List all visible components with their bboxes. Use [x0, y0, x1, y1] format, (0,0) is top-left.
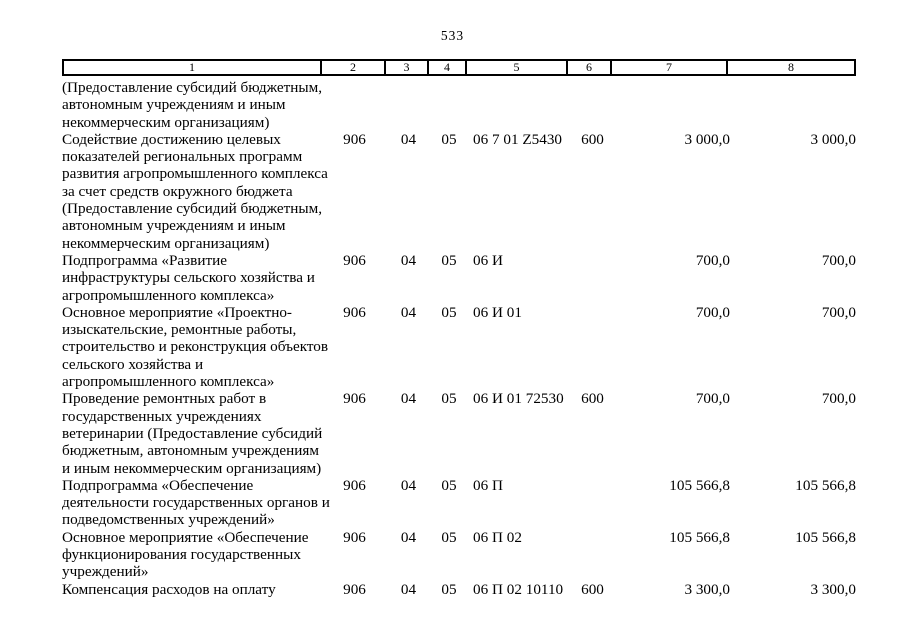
table-row: Подпрограмма «Развитие инфраструктуры се… — [62, 252, 856, 304]
column-header-7: 7 — [612, 61, 728, 74]
cell-expense-type-code: 600 — [581, 580, 604, 598]
cell-target-article-code: 06 П — [473, 476, 503, 494]
cell-expense-type-code — [570, 529, 615, 581]
cell-subsection-code: 05 — [441, 476, 457, 494]
cell-section-code: 04 — [400, 580, 417, 598]
cell-amount-2: 700,0 — [821, 390, 856, 408]
cell-section-code: 04 — [400, 303, 417, 321]
cell-target-article-code: 06 П 02 — [473, 528, 522, 546]
cell-amount-2: 3 000,0 — [810, 130, 856, 148]
cell-target-article-code — [468, 79, 570, 131]
cell-subsection-code: 05 — [441, 580, 457, 598]
cell-name: Подпрограмма «Развитие инфраструктуры се… — [62, 251, 315, 304]
cell-expense-type-code — [570, 79, 615, 131]
cell-target-article-code: 06 И 01 72530 — [473, 390, 564, 408]
cell-amount-1: 700,0 — [695, 303, 730, 321]
table-row: Основное мероприятие «Обеспечение функци… — [62, 529, 856, 581]
cell-subsection-code: 05 — [441, 390, 457, 408]
cell-expense-type-code — [570, 477, 615, 529]
cell-amount-1: 700,0 — [695, 251, 730, 269]
cell-amount-2: 700,0 — [821, 251, 856, 269]
cell-target-article-code: 06 И — [473, 251, 503, 269]
cell-subsection-code: 05 — [441, 303, 457, 321]
cell-amount-1: 700,0 — [695, 390, 730, 408]
cell-subsection-code — [430, 79, 468, 131]
cell-amount-1: 105 566,8 — [669, 528, 730, 546]
cell-section-code: 04 — [400, 251, 417, 269]
table-row: Компенсация расходов на оплату 906 04 05… — [62, 581, 856, 598]
page-number: 533 — [440, 28, 465, 43]
cell-grbs-code: 906 — [343, 390, 366, 408]
table-row: Содействие достижению целевых показателе… — [62, 131, 856, 252]
cell-amount-2: 700,0 — [821, 303, 856, 321]
cell-name: (Предоставление субсидий бюджетным, авто… — [62, 79, 322, 131]
cell-name: Подпрограмма «Обеспечение деятельности г… — [62, 476, 330, 529]
cell-amount-1: 105 566,8 — [669, 476, 730, 494]
cell-section-code: 04 — [400, 476, 417, 494]
column-header-6: 6 — [568, 61, 612, 74]
table-header-row: 1 2 3 4 5 6 7 8 — [62, 59, 856, 76]
cell-name: Содействие достижению целевых показателе… — [62, 130, 328, 252]
cell-name: Проведение ремонтных работ в государстве… — [62, 390, 323, 477]
cell-name: Основное мероприятие «Обеспечение функци… — [62, 528, 309, 581]
cell-amount-1: 3 000,0 — [684, 130, 730, 148]
cell-grbs-code: 906 — [343, 251, 366, 269]
cell-grbs-code: 906 — [343, 303, 366, 321]
cell-expense-type-code — [570, 304, 615, 390]
table-row: Проведение ремонтных работ в государстве… — [62, 390, 856, 476]
cell-amount-1 — [615, 79, 732, 131]
column-header-8: 8 — [788, 60, 794, 74]
cell-section-code: 04 — [400, 130, 417, 148]
cell-subsection-code: 05 — [441, 130, 457, 148]
column-header-2: 2 — [322, 61, 386, 74]
cell-section-code: 04 — [400, 528, 417, 546]
table-row: Основное мероприятие «Проектно- изыскате… — [62, 304, 856, 390]
cell-amount-2: 105 566,8 — [795, 528, 856, 546]
cell-amount-2: 105 566,8 — [795, 476, 856, 494]
cell-target-article-code: 06 7 01 Z5430 — [473, 130, 563, 148]
cell-amount-1: 3 300,0 — [684, 580, 730, 598]
cell-grbs-code: 906 — [343, 476, 366, 494]
cell-grbs-code: 906 — [343, 130, 366, 148]
cell-grbs-code: 906 — [343, 528, 366, 546]
cell-expense-type-code: 600 — [581, 390, 604, 408]
table-row: (Предоставление субсидий бюджетным, авто… — [62, 79, 856, 131]
cell-subsection-code: 05 — [441, 251, 457, 269]
cell-grbs-code: 906 — [343, 580, 366, 598]
column-header-5: 5 — [467, 61, 568, 74]
cell-amount-2 — [732, 79, 856, 131]
cell-grbs-code — [322, 79, 387, 131]
cell-target-article-code: 06 И 01 — [473, 303, 522, 321]
cell-name: Компенсация расходов на оплату — [62, 580, 276, 598]
column-header-1: 1 — [64, 61, 322, 74]
cell-section-code: 04 — [400, 390, 417, 408]
cell-expense-type-code: 600 — [581, 130, 604, 148]
table-body: (Предоставление субсидий бюджетным, авто… — [62, 79, 856, 598]
cell-subsection-code: 05 — [441, 528, 457, 546]
table-row: Подпрограмма «Обеспечение деятельности г… — [62, 477, 856, 529]
cell-name: Основное мероприятие «Проектно- изыскате… — [62, 303, 329, 391]
cell-target-article-code: 06 П 02 10110 — [473, 580, 564, 598]
column-header-4: 4 — [429, 61, 467, 74]
cell-section-code — [387, 79, 430, 131]
column-header-3: 3 — [386, 61, 429, 74]
cell-amount-2: 3 300,0 — [810, 580, 856, 598]
cell-expense-type-code — [570, 252, 615, 304]
